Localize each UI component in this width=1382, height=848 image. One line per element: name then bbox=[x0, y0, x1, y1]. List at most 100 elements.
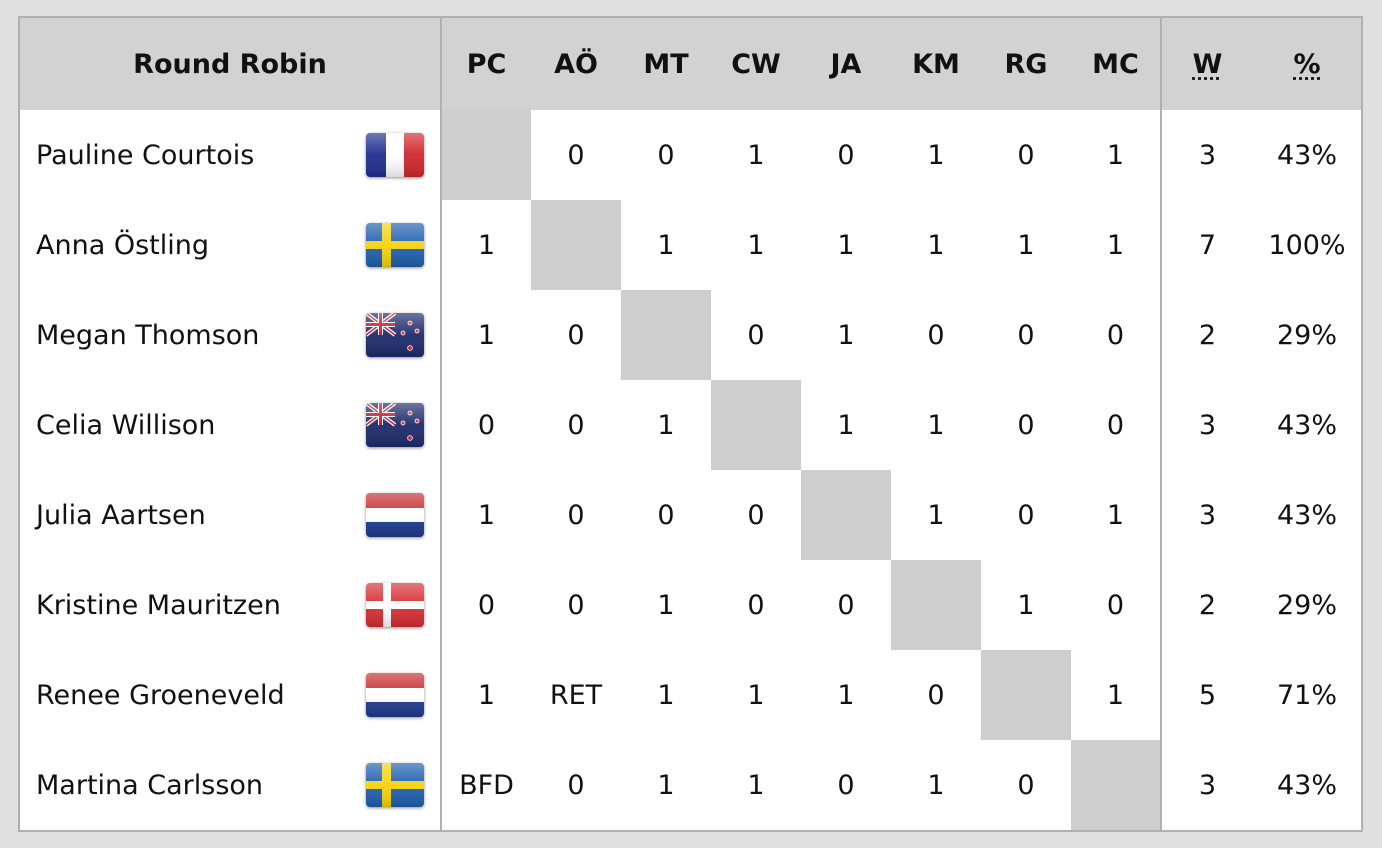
player-name-cell: Martina Carlsson bbox=[19, 740, 441, 831]
player-name: Kristine Mauritzen bbox=[36, 589, 281, 621]
column-header: JA bbox=[801, 17, 891, 110]
diagonal-cell bbox=[621, 290, 711, 380]
country-flag bbox=[366, 583, 424, 627]
result-cell: 1 bbox=[837, 229, 855, 261]
player-name: Renee Groeneveld bbox=[36, 679, 285, 711]
column-header: W bbox=[1160, 17, 1253, 110]
result-cell: 1 bbox=[440, 470, 531, 560]
result-cell: 1 bbox=[657, 679, 675, 711]
result-cell: 0 bbox=[747, 499, 765, 531]
result-cell: 1 bbox=[1106, 139, 1125, 171]
result-cell: 1 bbox=[657, 409, 675, 441]
country-flag bbox=[366, 313, 424, 357]
result-cell: 1 bbox=[1106, 679, 1125, 711]
result-cell: 0 bbox=[567, 319, 585, 351]
summary-cell: 43% bbox=[1276, 769, 1337, 801]
name-wrap: Kristine Mauritzen bbox=[36, 583, 424, 627]
country-flag bbox=[366, 763, 424, 807]
result-cell: 1 bbox=[1106, 229, 1125, 261]
result-cell: 1 bbox=[927, 409, 945, 441]
result-cell: 0 bbox=[1017, 499, 1035, 531]
result-cell: 0 bbox=[567, 499, 585, 531]
result-cell: 0 bbox=[567, 589, 585, 621]
column-header: MT bbox=[621, 17, 711, 110]
result-cell: 0 bbox=[657, 139, 675, 171]
name-wrap: Megan Thomson bbox=[36, 313, 424, 357]
summary-cell: 3 bbox=[1160, 470, 1253, 560]
result-cell: 1 bbox=[657, 229, 675, 261]
summary-cell: 29% bbox=[1276, 589, 1337, 621]
player-row: Renee Groeneveld 1 RET 1 1 1 0 1 5 71% bbox=[19, 650, 1362, 740]
result-cell: 1 bbox=[927, 229, 945, 261]
diagonal-cell bbox=[531, 200, 621, 290]
result-cell: 0 bbox=[440, 380, 531, 470]
player-row: Pauline Courtois 0 0 1 0 1 0 1 3 43% bbox=[19, 110, 1362, 200]
player-name: Anna Östling bbox=[36, 229, 209, 261]
round-robin-table: Round Robin PC AÖ MT CW JA KM RG MC W% Pauline Co… bbox=[18, 16, 1363, 832]
player-name: Celia Willison bbox=[36, 409, 216, 441]
country-flag bbox=[366, 673, 424, 717]
summary-cell: 2 bbox=[1160, 560, 1253, 650]
result-cell: 0 bbox=[837, 769, 855, 801]
summary-cell: 3 bbox=[1160, 110, 1253, 200]
diagonal-cell bbox=[981, 650, 1071, 740]
result-cell: 0 bbox=[1106, 409, 1125, 441]
player-name-cell: Megan Thomson bbox=[19, 290, 441, 380]
result-cell: 0 bbox=[837, 589, 855, 621]
player-row: Megan Thomson 1 0 0 1 0 0 0 2 29% bbox=[19, 290, 1362, 380]
table-body: Pauline Courtois 0 0 1 0 1 0 1 3 43% Anna Östling 1… bbox=[19, 110, 1362, 831]
result-cell: BFD bbox=[440, 740, 531, 831]
player-row: Celia Willison 0 0 1 1 1 0 0 3 43% bbox=[19, 380, 1362, 470]
result-cell: 1 bbox=[1017, 589, 1035, 621]
column-header: PC bbox=[440, 17, 531, 110]
player-row: Julia Aartsen 1 0 0 0 1 0 1 3 43% bbox=[19, 470, 1362, 560]
summary-cell: 100% bbox=[1268, 229, 1346, 261]
result-cell: 1 bbox=[837, 679, 855, 711]
column-header: MC bbox=[1071, 17, 1161, 110]
column-header: CW bbox=[711, 17, 801, 110]
result-cell: 1 bbox=[440, 200, 531, 290]
result-cell: 0 bbox=[567, 769, 585, 801]
result-cell: 0 bbox=[567, 409, 585, 441]
result-cell: 1 bbox=[747, 679, 765, 711]
result-cell: 0 bbox=[927, 679, 945, 711]
country-flag bbox=[366, 223, 424, 267]
result-cell: 1 bbox=[927, 139, 945, 171]
player-name: Julia Aartsen bbox=[36, 499, 206, 531]
result-cell: RET bbox=[549, 679, 603, 711]
summary-cell: 43% bbox=[1276, 499, 1337, 531]
player-name: Martina Carlsson bbox=[36, 769, 264, 801]
header-abbr: W bbox=[1192, 48, 1223, 80]
result-cell: 1 bbox=[440, 290, 531, 380]
country-flag bbox=[366, 493, 424, 537]
result-cell: 0 bbox=[747, 319, 765, 351]
column-header: % bbox=[1253, 17, 1362, 110]
column-header: AÖ bbox=[531, 17, 621, 110]
name-wrap: Martina Carlsson bbox=[36, 763, 424, 807]
name-wrap: Renee Groeneveld bbox=[36, 673, 424, 717]
result-cell: 0 bbox=[1106, 589, 1125, 621]
result-cell: 0 bbox=[1106, 319, 1125, 351]
result-cell: 1 bbox=[837, 319, 855, 351]
summary-cell: 43% bbox=[1276, 409, 1337, 441]
result-cell: 1 bbox=[1106, 499, 1125, 531]
name-wrap: Anna Östling bbox=[36, 223, 424, 267]
player-row: Martina Carlsson BFD 0 1 1 0 1 0 3 43% bbox=[19, 740, 1362, 831]
player-name-cell: Pauline Courtois bbox=[19, 110, 441, 200]
name-wrap: Julia Aartsen bbox=[36, 493, 424, 537]
summary-cell: 2 bbox=[1160, 290, 1253, 380]
header-row: Round Robin PC AÖ MT CW JA KM RG MC W% bbox=[19, 17, 1362, 110]
player-name-cell: Celia Willison bbox=[19, 380, 441, 470]
result-cell: 0 bbox=[567, 139, 585, 171]
result-cell: 0 bbox=[927, 319, 945, 351]
player-name-cell: Kristine Mauritzen bbox=[19, 560, 441, 650]
name-wrap: Pauline Courtois bbox=[36, 133, 424, 177]
result-cell: 1 bbox=[1017, 229, 1035, 261]
column-header: KM bbox=[891, 17, 981, 110]
result-cell: 0 bbox=[1017, 319, 1035, 351]
summary-cell: 71% bbox=[1276, 679, 1337, 711]
player-name-cell: Anna Östling bbox=[19, 200, 441, 290]
result-cell: 0 bbox=[837, 139, 855, 171]
result-cell: 1 bbox=[747, 139, 765, 171]
summary-cell: 3 bbox=[1160, 380, 1253, 470]
